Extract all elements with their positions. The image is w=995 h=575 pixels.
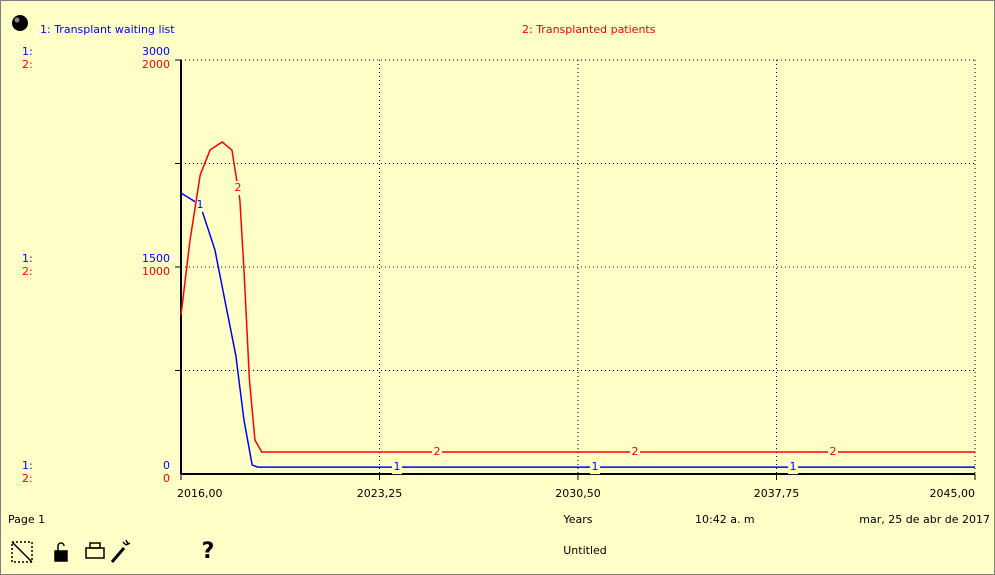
bottom-toolbar <box>11 539 131 563</box>
curve-marker-bg <box>195 197 205 212</box>
axis-series-label: 1: <box>22 459 33 472</box>
curve-marker: 2 <box>632 445 639 458</box>
curve-marker-bg <box>630 445 640 460</box>
series-line <box>180 192 975 468</box>
axis-series-label: 2: <box>22 58 33 71</box>
curve-marker-bg <box>590 460 600 475</box>
legend-entry: 1: Transplant waiting list <box>40 23 175 36</box>
legend-entry: 2: Transplanted patients <box>522 23 656 36</box>
help-icon[interactable]: ? <box>202 539 215 564</box>
y2-tick-label: 0 <box>163 472 170 485</box>
curve-marker: 1 <box>592 460 599 473</box>
curve-marker-bg <box>392 460 402 475</box>
series-line <box>180 141 975 453</box>
axis-series-label: 1: <box>22 252 33 265</box>
curve-marker: 1 <box>197 198 204 211</box>
tool-icon[interactable] <box>12 15 28 31</box>
y-tick-label: 3000 <box>142 45 170 58</box>
curve-marker: 2 <box>434 445 441 458</box>
tool-icon-highlight <box>14 17 20 23</box>
file-name: Untitled <box>563 544 607 557</box>
y-tick-label: 0 <box>163 459 170 472</box>
curve-marker: 2 <box>235 181 242 194</box>
wand-icon[interactable] <box>110 547 126 563</box>
x-tick-label: 2045,00 <box>930 487 976 500</box>
date: mar, 25 de abr de 2017 <box>859 513 990 526</box>
x-tick-label: 2023,25 <box>357 487 403 500</box>
x-tick-label: 2030,50 <box>555 487 601 500</box>
y2-tick-label: 1000 <box>142 265 170 278</box>
axis-series-label: 1: <box>22 45 33 58</box>
wand-sparks <box>122 539 131 546</box>
lock-shackle <box>57 542 65 551</box>
curve-marker-bg <box>432 445 442 460</box>
page-label: Page 1 <box>8 513 45 526</box>
x-tick-label: 2037,75 <box>754 487 800 500</box>
axis-series-label: 2: <box>22 472 33 485</box>
curve-marker: 2 <box>830 445 837 458</box>
zoom-icon[interactable] <box>11 541 33 563</box>
curve-marker: 1 <box>790 460 797 473</box>
zoom-icon-line <box>11 541 33 563</box>
curve-marker: 1 <box>394 460 401 473</box>
x-tick-label: 2016,00 <box>177 487 223 500</box>
lock-icon[interactable] <box>54 550 68 562</box>
curve-marker-bg <box>828 445 838 460</box>
axis-series-label: 2: <box>22 265 33 278</box>
y-tick-label: 1500 <box>142 252 170 265</box>
y2-tick-label: 2000 <box>142 58 170 71</box>
x-axis-label: Years <box>562 513 592 526</box>
time: 10:42 a. m <box>695 513 755 526</box>
curve-marker-bg <box>233 181 243 196</box>
curve-marker-bg <box>788 460 798 475</box>
print-paper <box>89 542 101 549</box>
